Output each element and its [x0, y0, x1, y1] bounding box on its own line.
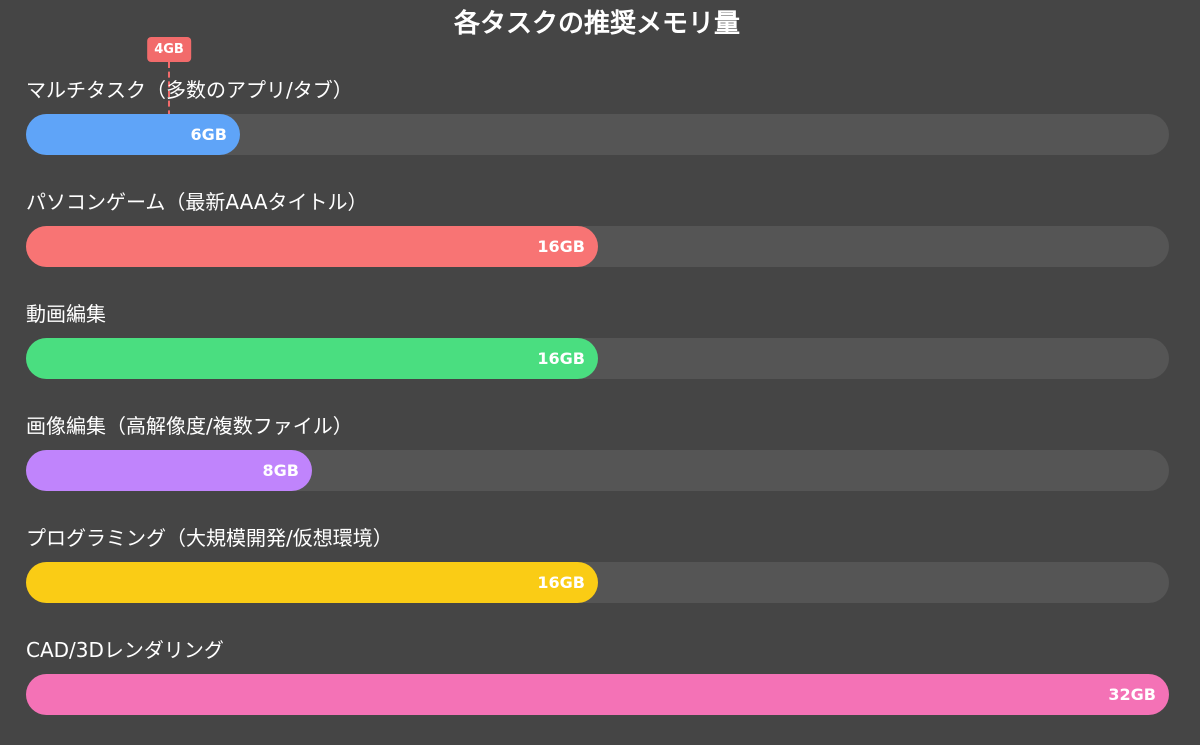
- chart-title: 各タスクの推奨メモリ量: [453, 9, 740, 39]
- category-label: パソコンゲーム（最新AAAタイトル）: [26, 190, 368, 214]
- reference-marker-label: 4GB: [147, 37, 191, 62]
- bar: 16GB: [26, 338, 598, 379]
- bar-track: 16GB: [26, 562, 1169, 603]
- bar: 6GB: [26, 114, 240, 155]
- bar-row: 動画編集 16GB: [26, 297, 1169, 409]
- category-label: CAD/3Dレンダリング: [26, 638, 224, 662]
- bar-rows: 4GB マルチタスク（多数のアプリ/タブ） 6GB パソコンゲーム（最新AAAタイト…: [26, 37, 1169, 745]
- bar-row: パソコンゲーム（最新AAAタイトル） 16GB: [26, 185, 1169, 297]
- bar-value-label: 32GB: [1108, 685, 1156, 704]
- bar-value-label: 16GB: [537, 573, 585, 592]
- bar-track: 16GB: [26, 226, 1169, 267]
- bar-value-label: 6GB: [190, 125, 227, 144]
- bar-track: 32GB: [26, 674, 1169, 715]
- bar: 8GB: [26, 450, 312, 491]
- bar-row: プログラミング（大規模開発/仮想環境） 16GB: [26, 521, 1169, 633]
- bar-track: 8GB: [26, 450, 1169, 491]
- bar-value-label: 16GB: [537, 349, 585, 368]
- category-label: 動画編集: [26, 302, 106, 326]
- bar-value-label: 8GB: [262, 461, 299, 480]
- bar: 16GB: [26, 562, 598, 603]
- bar-row: CAD/3Dレンダリング 32GB: [26, 633, 1169, 745]
- bar-track: 6GB: [26, 114, 1169, 155]
- category-label: 画像編集（高解像度/複数ファイル）: [26, 414, 353, 438]
- bar-value-label: 16GB: [537, 237, 585, 256]
- bar-track: 16GB: [26, 338, 1169, 379]
- bar-row: マルチタスク（多数のアプリ/タブ） 6GB: [26, 73, 1169, 185]
- bar-row: 画像編集（高解像度/複数ファイル） 8GB: [26, 409, 1169, 521]
- category-label: プログラミング（大規模開発/仮想環境）: [26, 526, 393, 550]
- bar: 32GB: [26, 674, 1169, 715]
- reference-marker-line: [168, 62, 170, 126]
- category-label: マルチタスク（多数のアプリ/タブ）: [26, 78, 353, 102]
- bar: 16GB: [26, 226, 598, 267]
